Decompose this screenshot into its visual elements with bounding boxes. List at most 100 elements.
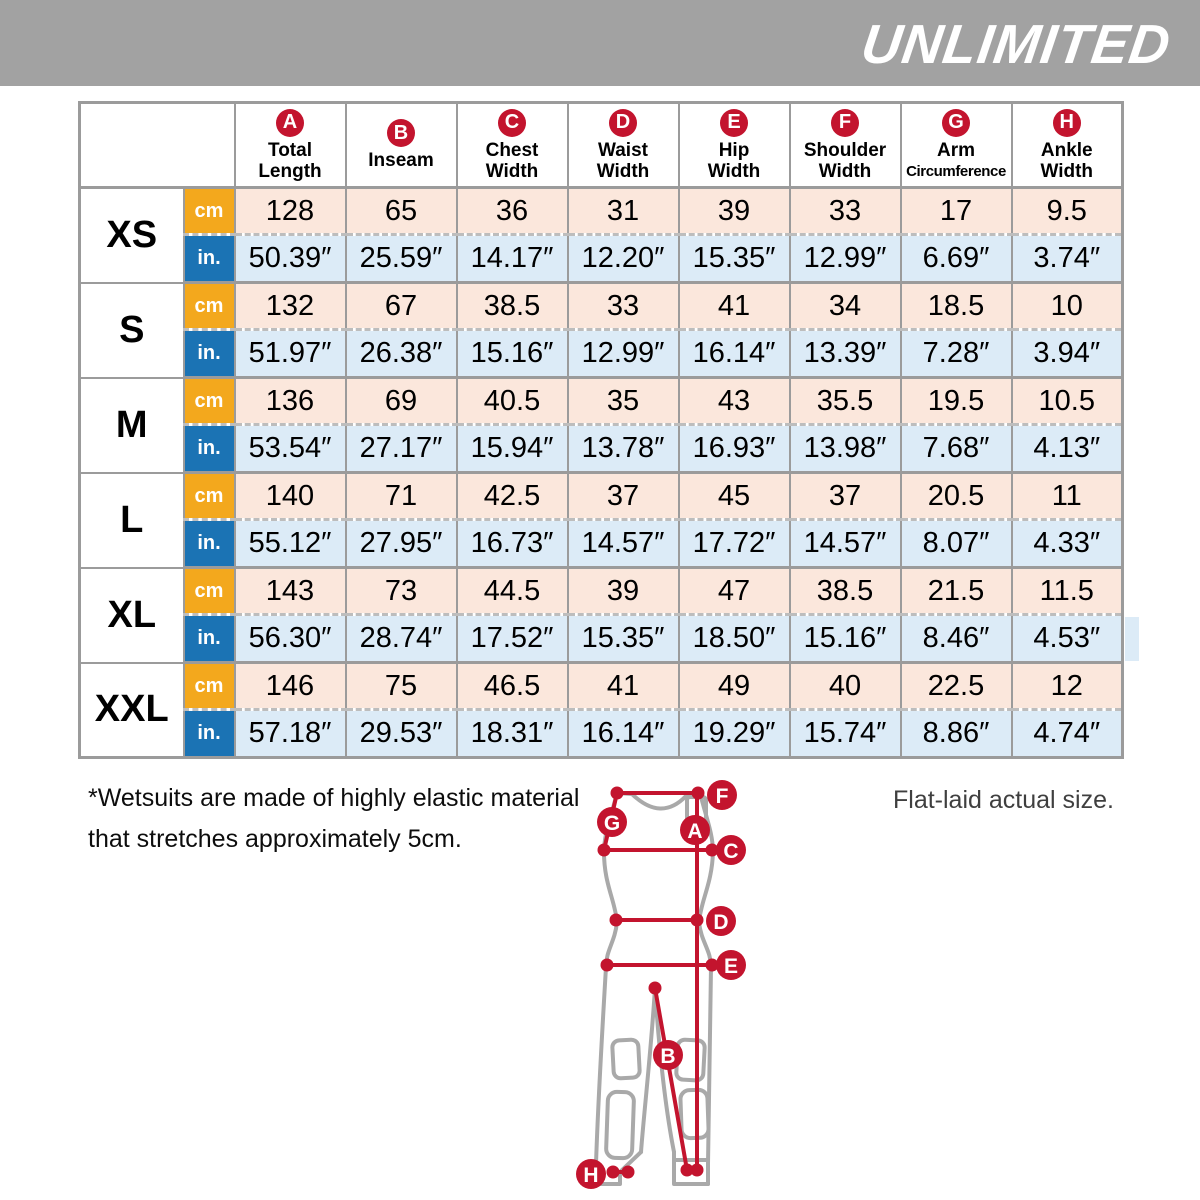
table-row-in: in. 57.18″ 29.53″ 18.31″ 16.14″ 19.29″ 15.74″ 8… (80, 708, 1124, 759)
value-in: 26.38″ (344, 328, 458, 379)
value-cm: 41 (677, 281, 791, 330)
column-letter-badge: D (609, 108, 637, 137)
value-in: 3.94″ (1010, 328, 1124, 379)
size-label: S (78, 281, 185, 378)
value-in: 12.99″ (788, 233, 902, 284)
value-in: 16.14″ (677, 328, 791, 379)
svg-text:E: E (724, 955, 738, 978)
svg-text:B: B (660, 1045, 675, 1068)
unit-label-cm: cm (182, 281, 236, 330)
value-cm: 75 (344, 661, 458, 710)
column-header: C Chest Width (455, 101, 569, 189)
unit-label-cm: cm (182, 566, 236, 615)
value-cm: 65 (344, 186, 458, 235)
column-label: Shoulder Width (803, 139, 887, 182)
column-letter-badge: B (387, 119, 415, 147)
svg-text:C: C (723, 840, 738, 863)
table-row-in: in. 50.39″ 25.59″ 14.17″ 12.20″ 15.35″ 12.99″ 6… (80, 233, 1124, 284)
marker-badge-G: G (597, 807, 627, 837)
value-cm: 38.5 (455, 281, 569, 330)
marker-badge-E: E (716, 950, 746, 980)
table-row-cm: XL cm 143 73 44.5 39 47 38.5 21.5 11.5 (78, 566, 1124, 663)
wetsuit-outline-icon (594, 791, 715, 1186)
value-in: 14.17″ (455, 233, 569, 284)
value-in: 56.30″ (233, 613, 347, 664)
value-in: 28.74″ (344, 613, 458, 664)
value-cm: 40.5 (455, 376, 569, 425)
marker-badge-F: F (707, 780, 737, 810)
value-cm: 46.5 (455, 661, 569, 710)
value-in: 4.74″ (1010, 708, 1124, 759)
value-cm: 45 (677, 471, 791, 520)
value-cm: 33 (566, 281, 680, 330)
value-cm: 47 (677, 566, 791, 615)
value-cm: 38.5 (788, 566, 902, 615)
value-in: 8.07″ (899, 518, 1013, 569)
value-in: 14.57″ (788, 518, 902, 569)
brand-logo: UNLIMITED (857, 13, 1175, 75)
column-label: Waist Width (596, 139, 650, 182)
value-cm: 40 (788, 661, 902, 710)
value-cm: 136 (233, 376, 347, 425)
size-table-wrap: A Total Length B Inseam C Chest Width D Waist Widt… (78, 101, 1124, 759)
value-in: 27.17″ (344, 423, 458, 474)
value-cm: 20.5 (899, 471, 1013, 520)
value-in: 16.73″ (455, 518, 569, 569)
value-cm: 128 (233, 186, 347, 235)
value-in: 15.16″ (455, 328, 569, 379)
column-label: Inseam (368, 150, 434, 171)
value-in: 25.59″ (344, 233, 458, 284)
value-cm: 35 (566, 376, 680, 425)
unit-label-in: in. (182, 233, 236, 284)
unit-label-cm: cm (182, 661, 236, 710)
highlight-strip (1125, 617, 1139, 661)
column-letter-badge: C (498, 108, 526, 137)
value-cm: 36 (455, 186, 569, 235)
value-cm: 37 (788, 471, 902, 520)
brand-banner: UNLIMITED (0, 0, 1200, 86)
value-cm: 143 (233, 566, 347, 615)
value-in: 18.31″ (455, 708, 569, 759)
value-cm: 42.5 (455, 471, 569, 520)
value-in: 51.97″ (233, 328, 347, 379)
unit-label-cm: cm (182, 471, 236, 520)
unit-label-in: in. (182, 708, 236, 759)
value-cm: 33 (788, 186, 902, 235)
column-label: Total Length (258, 139, 322, 182)
column-letter-badge: H (1052, 108, 1081, 137)
size-table: A Total Length B Inseam C Chest Width D Waist Widt… (78, 101, 1124, 759)
table-row-in: in. 56.30″ 28.74″ 17.52″ 15.35″ 18.50″ 15.16″ 8… (80, 613, 1124, 664)
value-in: 3.74″ (1010, 233, 1124, 284)
value-cm: 140 (233, 471, 347, 520)
column-label: Hip Width (707, 139, 761, 182)
column-header: B Inseam (344, 101, 458, 189)
footnote-line2: that stretches approximately 5cm. (88, 825, 462, 853)
value-in: 15.94″ (455, 423, 569, 474)
flat-laid-caption: Flat-laid actual size. (893, 786, 1114, 814)
value-in: 13.98″ (788, 423, 902, 474)
value-in: 15.74″ (788, 708, 902, 759)
svg-text:A: A (687, 820, 702, 843)
value-cm: 31 (566, 186, 680, 235)
table-row-in: in. 51.97″ 26.38″ 15.16″ 12.99″ 16.14″ 13.39″ 7… (80, 328, 1124, 379)
table-row-in: in. 53.54″ 27.17″ 15.94″ 13.78″ 16.93″ 13.98″ 7… (80, 423, 1124, 474)
unit-label-in: in. (182, 423, 236, 474)
value-cm: 41 (566, 661, 680, 710)
value-cm: 43 (677, 376, 791, 425)
svg-text:G: G (604, 812, 620, 835)
value-in: 4.13″ (1010, 423, 1124, 474)
value-in: 12.20″ (566, 233, 680, 284)
value-cm: 132 (233, 281, 347, 330)
measurement-lines (597, 786, 719, 1179)
value-in: 15.35″ (566, 613, 680, 664)
svg-text:H: H (583, 1164, 598, 1187)
value-in: 29.53″ (344, 708, 458, 759)
value-cm: 69 (344, 376, 458, 425)
column-header: E Hip Width (677, 101, 791, 189)
column-header: D Waist Width (566, 101, 680, 189)
column-header: H Ankle Width (1010, 101, 1124, 189)
value-cm: 49 (677, 661, 791, 710)
